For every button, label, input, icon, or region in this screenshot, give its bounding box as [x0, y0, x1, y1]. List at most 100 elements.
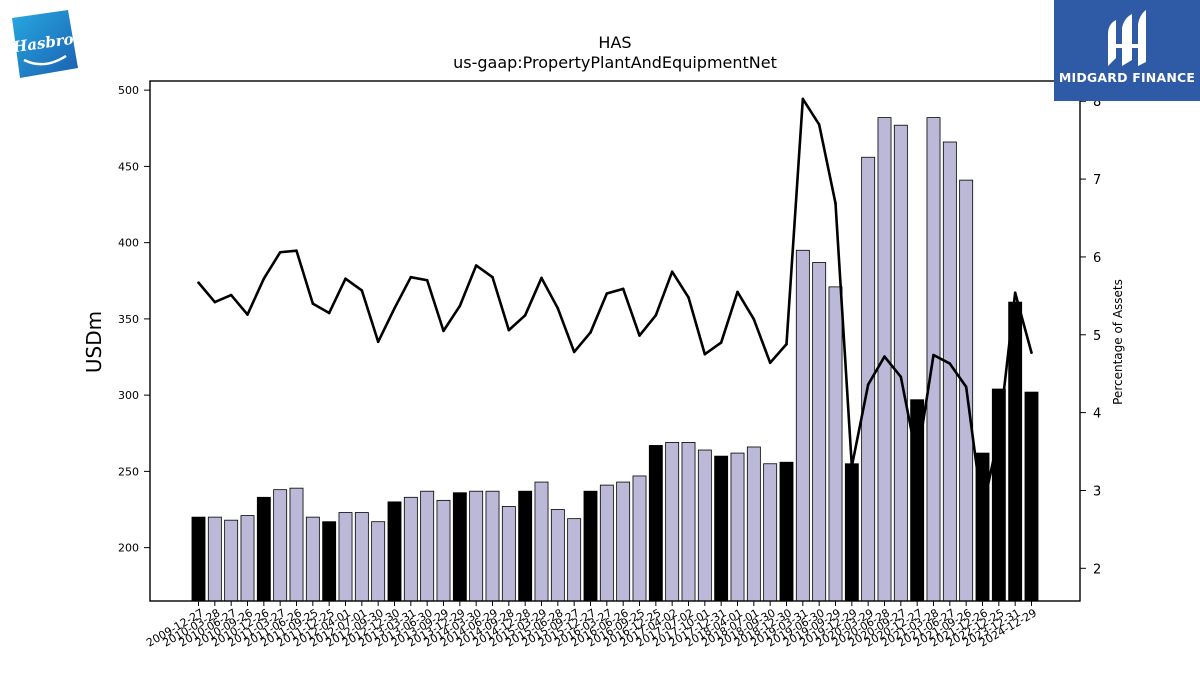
bar-2016-03-27 [599, 484, 614, 602]
pct-point-2019-06-30 [817, 123, 821, 126]
y2-tick-label-6: 6 [1093, 251, 1101, 266]
bar-2017-04-02 [665, 442, 680, 602]
bar-2018-12-30 [779, 461, 794, 602]
y-tick-label-200: 200 [118, 542, 139, 555]
y2-tick-label-5: 5 [1093, 329, 1101, 344]
pct-point-2019-12-29 [850, 465, 854, 468]
pct-assets-line [197, 97, 1033, 513]
pct-point-2014-12-28 [523, 314, 527, 317]
pct-point-2014-09-28 [507, 328, 511, 332]
bar-2019-03-31 [795, 249, 810, 602]
y-tick-label-400: 400 [118, 237, 139, 250]
bar-2014-03-30 [469, 490, 484, 602]
bar-2014-09-28 [501, 506, 516, 602]
bar-2013-03-31 [403, 496, 418, 602]
bar-2014-06-29 [485, 490, 500, 602]
y2-tick-label-2: 2 [1093, 562, 1101, 577]
pct-point-2013-03-31 [409, 275, 413, 279]
pct-point-2019-03-31 [801, 97, 805, 101]
pct-point-2010-06-27 [229, 293, 233, 297]
bar-2018-04-01 [730, 452, 745, 602]
bar-2010-03-28 [207, 516, 222, 602]
plot-frame [149, 80, 1081, 602]
y2-tick-label-4: 4 [1093, 407, 1101, 422]
pct-point-2014-03-30 [474, 264, 478, 267]
pct-point-2016-03-27 [605, 292, 609, 295]
bar-2017-12-31 [714, 455, 729, 602]
bar-2011-12-25 [322, 521, 337, 602]
midgard-finance-logo: MIDGARD FINANCE [1054, 0, 1200, 101]
bar-2012-07-01 [354, 512, 369, 602]
bar-2011-03-27 [273, 489, 288, 602]
bar-2020-09-27 [893, 124, 908, 602]
pct-point-2011-06-26 [295, 249, 298, 252]
pct-assets-series [197, 97, 1033, 513]
bar-2011-09-25 [305, 516, 320, 602]
bar-2015-03-29 [534, 481, 549, 602]
bar-2015-09-27 [567, 518, 582, 602]
pct-point-2017-12-31 [719, 341, 723, 344]
pct-point-2018-07-01 [752, 317, 756, 321]
pct-point-2018-09-30 [768, 361, 772, 365]
pct-point-2021-03-28 [932, 353, 935, 357]
bar-2015-06-28 [550, 509, 565, 602]
midgard-mark-icon [1108, 10, 1146, 66]
pct-point-2013-09-29 [442, 329, 445, 333]
bar-2018-07-01 [746, 446, 761, 602]
y-axis-label: USDm [82, 311, 106, 373]
y-tick-label-350: 350 [118, 313, 139, 326]
pct-point-2015-12-27 [589, 331, 592, 334]
pct-point-2011-03-27 [278, 250, 282, 254]
pct-point-2018-04-01 [736, 290, 739, 294]
bar-2013-12-29 [452, 492, 467, 602]
bar-2023-12-31 [1008, 301, 1023, 602]
bar-2020-06-28 [877, 117, 892, 602]
y2-tick-label-8: 8 [1093, 95, 1101, 110]
pct-point-2021-09-26 [964, 385, 968, 389]
y2-tick-label-7: 7 [1093, 173, 1101, 188]
pct-point-2010-12-26 [262, 277, 266, 281]
pct-point-2009-12-27 [197, 281, 200, 284]
bar-2016-06-26 [616, 481, 631, 602]
pct-point-2023-12-31 [1013, 291, 1017, 295]
pct-point-2012-04-01 [344, 277, 347, 281]
y-tick-label-450: 450 [118, 160, 139, 173]
pct-point-2016-06-26 [621, 287, 625, 291]
pct-point-2020-09-27 [899, 375, 903, 379]
y2-axis-label: Percentage of Assets [1111, 279, 1125, 405]
bar-2024-12-29 [1024, 391, 1039, 602]
bar-2011-06-26 [289, 487, 304, 602]
bar-2017-07-02 [681, 442, 696, 602]
pct-point-2015-09-27 [572, 350, 576, 354]
pct-point-2011-12-25 [327, 311, 331, 315]
pct-point-2020-06-28 [883, 355, 886, 358]
pct-point-2013-12-29 [458, 304, 462, 308]
bar-2019-06-30 [812, 262, 827, 602]
chart-title: HAS [598, 33, 631, 52]
pct-point-2013-06-30 [425, 278, 429, 282]
bar-2012-04-01 [338, 512, 353, 602]
bar-2016-09-25 [632, 475, 647, 602]
bar-2019-12-29 [844, 463, 859, 602]
pct-point-2012-07-01 [360, 289, 364, 292]
pct-point-2015-03-29 [540, 276, 543, 280]
pct-point-2016-09-25 [638, 334, 641, 337]
pct-point-2019-09-29 [834, 201, 837, 205]
bar-2019-09-29 [828, 286, 843, 602]
pct-point-2012-12-30 [393, 307, 396, 310]
bar-2012-09-30 [371, 521, 386, 602]
hasbro-logo-icon: Hasbro [11, 10, 78, 78]
bar-2015-12-27 [583, 490, 598, 602]
bar-2022-12-25 [991, 388, 1006, 602]
pct-point-2020-12-27 [915, 458, 919, 462]
pct-point-2017-07-02 [687, 296, 690, 299]
pct-point-2024-12-29 [1030, 351, 1033, 354]
bar-2012-12-30 [387, 501, 402, 602]
y2-tick-label-3: 3 [1093, 484, 1101, 499]
bar-2010-06-27 [224, 519, 239, 602]
bar-2009-12-27 [191, 516, 206, 602]
bar-2013-06-30 [420, 490, 435, 602]
pct-point-2016-12-25 [654, 314, 658, 317]
bar-2018-09-30 [763, 463, 778, 602]
